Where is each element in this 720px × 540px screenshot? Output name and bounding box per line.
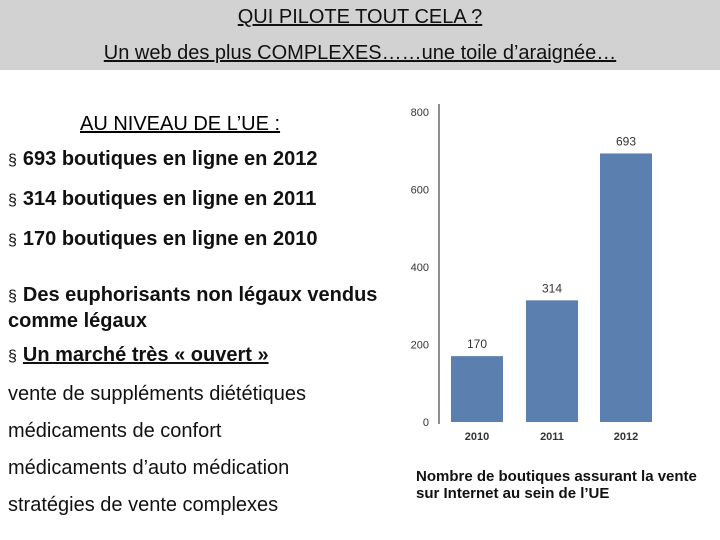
bar xyxy=(451,356,503,422)
bar xyxy=(600,153,652,422)
y-tick-label: 400 xyxy=(411,262,429,274)
data-label: 693 xyxy=(616,134,636,148)
data-label: 170 xyxy=(467,337,487,351)
y-tick-label: 0 xyxy=(423,417,429,429)
x-tick-label: 2011 xyxy=(540,431,564,443)
bullet-text: 170 boutiques en ligne en 2010 xyxy=(22,228,318,250)
chart-caption: Nombre de boutiques assurant la vente su… xyxy=(416,468,697,502)
bullet-text: Des euphorisants non légaux vendus comme… xyxy=(8,284,378,332)
bullet-text: 693 boutiques en ligne en 2012 xyxy=(22,148,318,170)
bullet-symbol: § xyxy=(8,348,17,365)
bullet-item: § Un marché très « ouvert » xyxy=(8,344,269,367)
sub-item: médicaments de confort xyxy=(8,420,222,442)
x-tick-label: 2012 xyxy=(614,431,638,443)
bullet-symbol: § xyxy=(8,192,17,209)
bullet-text: Un marché très « ouvert » xyxy=(22,344,269,366)
bullet-item: § 693 boutiques en ligne en 2012 xyxy=(8,148,317,171)
x-tick-label: 2010 xyxy=(465,431,489,443)
y-tick-label: 600 xyxy=(411,185,429,197)
slide-title: QUI PILOTE TOUT CELA ? xyxy=(237,6,483,28)
bullet-symbol: § xyxy=(8,288,17,305)
y-tick-label: 200 xyxy=(411,340,429,352)
sub-item: vente de suppléments diététiques xyxy=(8,383,306,405)
data-label: 314 xyxy=(542,281,562,295)
sub-item: stratégies de vente complexes xyxy=(8,494,279,516)
section-title: AU NIVEAU DE L’UE : xyxy=(80,113,281,135)
bullet-item: § Des euphorisants non légaux vendus comm… xyxy=(8,283,388,333)
bar xyxy=(526,300,578,422)
y-tick-label: 800 xyxy=(411,107,429,119)
bullet-text: 314 boutiques en ligne en 2011 xyxy=(22,188,317,210)
slide-subtitle: Un web des plus COMPLEXES……une toile d’a… xyxy=(103,42,617,64)
bullet-symbol: § xyxy=(8,152,17,169)
bullet-item: § 170 boutiques en ligne en 2010 xyxy=(8,228,317,251)
sub-item: médicaments d’auto médication xyxy=(8,457,290,479)
bullet-symbol: § xyxy=(8,232,17,249)
header-bar: QUI PILOTE TOUT CELA ? Un web des plus C… xyxy=(0,0,720,70)
bullet-item: § 314 boutiques en ligne en 2011 xyxy=(8,188,316,211)
